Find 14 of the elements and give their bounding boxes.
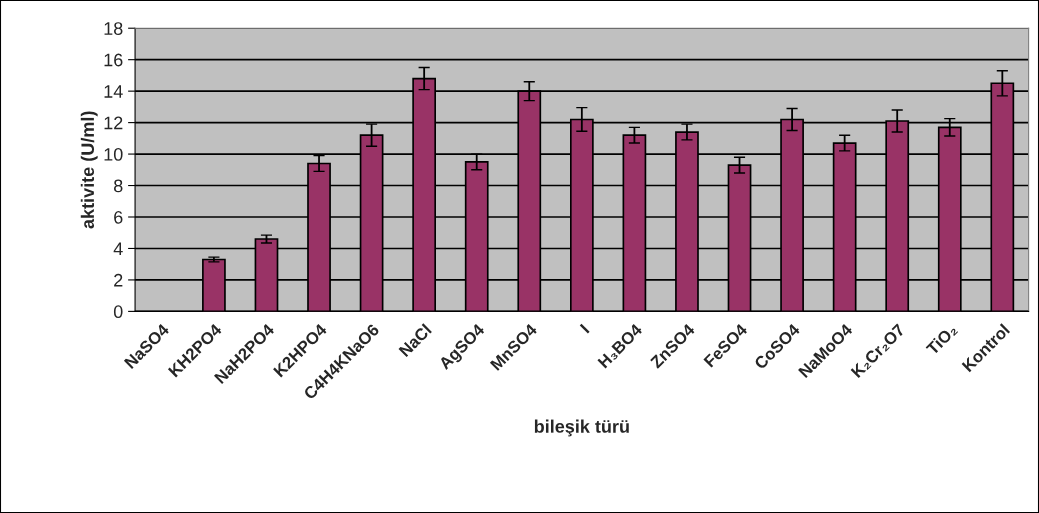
y-tick-label: 18 (104, 22, 123, 35)
y-axis-title: aktivite (U/ml) (80, 111, 98, 229)
y-tick-label: 14 (104, 85, 123, 98)
y-tick-label: 16 (104, 53, 123, 67)
x-tick-label: TiO₂ (925, 323, 959, 356)
y-tick-label: 10 (104, 148, 123, 161)
x-tick-label: I (579, 323, 590, 334)
y-tick-label: 4 (113, 242, 123, 256)
y-tick-label: 8 (114, 179, 123, 193)
y-tick-label: 0 (113, 305, 123, 319)
x-axis-title: bileşik türü (534, 419, 629, 437)
y-tick-label: 2 (114, 273, 123, 287)
y-tick-label: 12 (104, 116, 123, 130)
y-tick-label: 6 (114, 210, 123, 224)
